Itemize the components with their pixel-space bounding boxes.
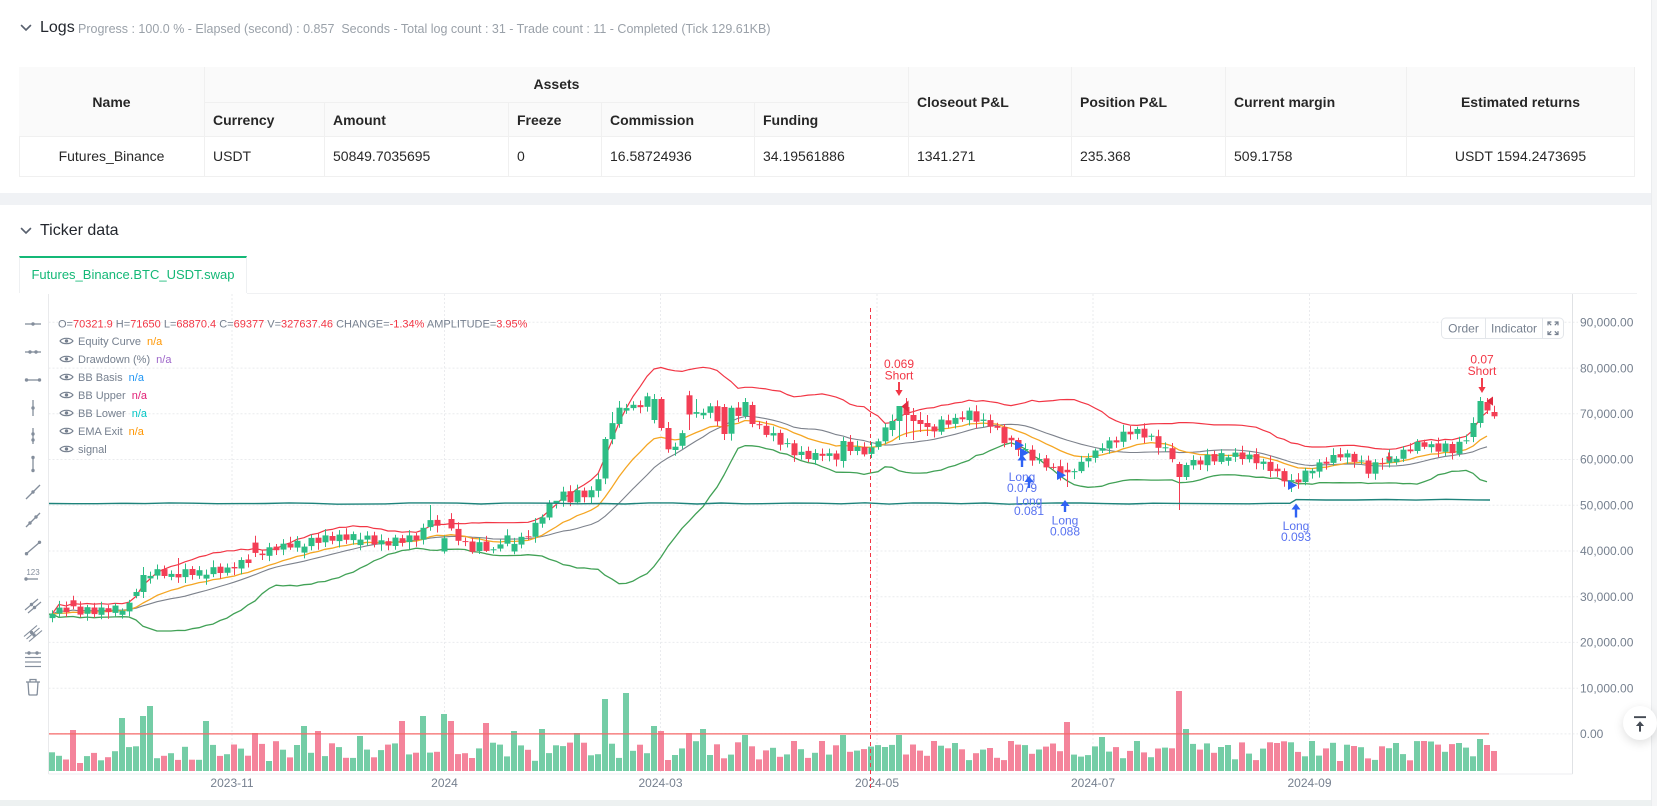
- svg-text:0.069: 0.069: [884, 357, 914, 371]
- svg-text:0.00: 0.00: [1580, 727, 1604, 741]
- svg-text:Long: Long: [1016, 494, 1043, 508]
- svg-text:Order: Order: [1448, 321, 1479, 335]
- svg-text:Short: Short: [885, 369, 914, 383]
- svg-text:0.088: 0.088: [1050, 525, 1080, 539]
- svg-text:Long: Long: [1052, 514, 1079, 528]
- svg-text:2024-07: 2024-07: [1071, 776, 1115, 790]
- svg-text:90,000.00: 90,000.00: [1580, 316, 1634, 330]
- svg-text:80,000.00: 80,000.00: [1580, 361, 1634, 375]
- svg-text:2023-11: 2023-11: [210, 776, 253, 790]
- svg-text:Drawdown (%)n/a: Drawdown (%) n/a: [78, 354, 172, 366]
- svg-text:2024-03: 2024-03: [638, 776, 682, 790]
- svg-text:20,000.00: 20,000.00: [1580, 636, 1634, 650]
- svg-text:2024-09: 2024-09: [1287, 776, 1331, 790]
- svg-text:0.079: 0.079: [1007, 481, 1037, 495]
- svg-text:0.07: 0.07: [1470, 353, 1494, 367]
- svg-text:30,000.00: 30,000.00: [1580, 590, 1634, 604]
- svg-text:50,000.00: 50,000.00: [1580, 498, 1634, 512]
- svg-text:0.093: 0.093: [1281, 530, 1311, 544]
- svg-text:60,000.00: 60,000.00: [1580, 453, 1634, 467]
- svg-text:2024: 2024: [431, 776, 458, 790]
- svg-text:signal: signal: [78, 444, 107, 456]
- svg-text:O=70321.9 H=71650 L=68870.4 C=: O=70321.9 H=71650 L=68870.4 C=69377 V=32…: [58, 319, 528, 331]
- svg-text:123: 123: [26, 568, 40, 577]
- svg-text:Short: Short: [1468, 364, 1497, 378]
- svg-text:2024-05: 2024-05: [855, 776, 899, 790]
- svg-text:40,000.00: 40,000.00: [1580, 544, 1634, 558]
- svg-text:10,000.00: 10,000.00: [1580, 681, 1634, 695]
- svg-text:Long: Long: [1283, 519, 1310, 533]
- svg-text:Indicator: Indicator: [1491, 321, 1537, 335]
- svg-text:0.081: 0.081: [1014, 504, 1044, 518]
- svg-text:70,000.00: 70,000.00: [1580, 407, 1634, 421]
